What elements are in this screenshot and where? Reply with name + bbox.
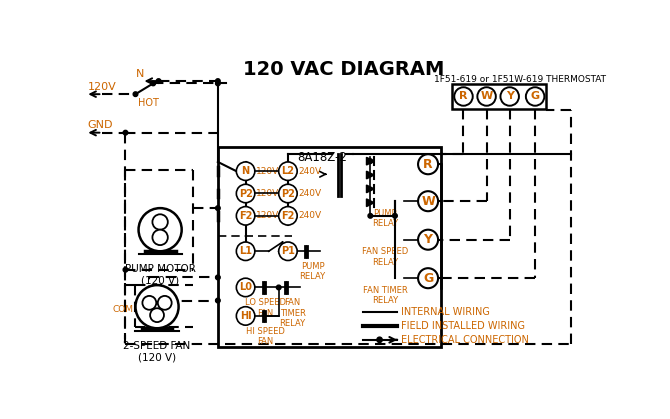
Circle shape	[135, 285, 179, 328]
Circle shape	[279, 184, 297, 203]
Text: L1: L1	[239, 246, 252, 256]
Circle shape	[237, 242, 255, 261]
Text: P2: P2	[239, 189, 253, 199]
Circle shape	[216, 206, 220, 210]
Text: 240V: 240V	[299, 189, 322, 198]
Text: G: G	[531, 91, 539, 101]
Text: P2: P2	[281, 189, 295, 199]
Text: 120V: 120V	[88, 82, 117, 92]
Circle shape	[151, 81, 155, 86]
Text: W: W	[480, 91, 492, 101]
Text: HOT: HOT	[138, 98, 159, 108]
Circle shape	[150, 308, 164, 322]
Text: PUMP
RELAY: PUMP RELAY	[372, 209, 398, 228]
Circle shape	[152, 230, 168, 245]
Bar	[218, 147, 441, 347]
Circle shape	[139, 208, 182, 251]
Text: N: N	[241, 166, 250, 176]
Text: F2: F2	[281, 211, 295, 221]
Bar	[452, 84, 546, 109]
Text: L0: L0	[239, 282, 252, 292]
Text: FAN
TIMER
RELAY: FAN TIMER RELAY	[279, 298, 306, 328]
Circle shape	[277, 285, 281, 290]
Circle shape	[454, 87, 473, 106]
Text: 240V: 240V	[299, 167, 322, 176]
Circle shape	[216, 81, 220, 86]
Text: P1: P1	[281, 246, 295, 256]
Circle shape	[377, 337, 383, 342]
Circle shape	[279, 242, 297, 261]
Text: L2: L2	[281, 166, 294, 176]
Text: R: R	[459, 91, 468, 101]
Circle shape	[237, 307, 255, 325]
Text: FIELD INSTALLED WIRING: FIELD INSTALLED WIRING	[401, 321, 525, 331]
Text: LO: LO	[144, 298, 155, 308]
Circle shape	[279, 207, 297, 225]
Text: R: R	[423, 158, 433, 171]
Circle shape	[237, 162, 255, 181]
Text: LO SPEED
FAN: LO SPEED FAN	[245, 298, 286, 318]
Circle shape	[152, 214, 168, 230]
Text: FAN TIMER
RELAY: FAN TIMER RELAY	[362, 286, 407, 305]
Circle shape	[158, 296, 172, 310]
Polygon shape	[366, 157, 374, 165]
Text: G: G	[423, 272, 433, 285]
Text: GND: GND	[88, 120, 113, 130]
Text: HI SPEED
FAN: HI SPEED FAN	[246, 327, 285, 346]
Text: Y: Y	[506, 91, 514, 101]
Text: 2-SPEED FAN
(120 V): 2-SPEED FAN (120 V)	[123, 341, 191, 363]
Text: HI: HI	[240, 311, 251, 321]
Text: 240V: 240V	[299, 211, 322, 220]
Text: INTERNAL WIRING: INTERNAL WIRING	[401, 307, 490, 317]
Text: 120V: 120V	[257, 167, 279, 176]
Circle shape	[156, 79, 161, 83]
Circle shape	[526, 87, 544, 106]
Text: ELECTRICAL CONNECTION: ELECTRICAL CONNECTION	[401, 335, 529, 345]
Polygon shape	[366, 199, 374, 207]
Text: N: N	[135, 69, 144, 79]
Circle shape	[133, 92, 138, 96]
Circle shape	[368, 214, 373, 218]
Text: 120 VAC DIAGRAM: 120 VAC DIAGRAM	[243, 59, 444, 78]
Text: FAN SPEED
RELAY: FAN SPEED RELAY	[362, 247, 408, 267]
Circle shape	[216, 275, 220, 280]
Circle shape	[418, 230, 438, 250]
Polygon shape	[366, 185, 374, 193]
Circle shape	[368, 159, 373, 163]
Circle shape	[418, 268, 438, 288]
Text: 120V: 120V	[257, 211, 279, 220]
Text: 120V: 120V	[257, 189, 279, 198]
Text: Y: Y	[423, 233, 433, 246]
Circle shape	[279, 162, 297, 181]
Text: 1F51-619 or 1F51W-619 THERMOSTAT: 1F51-619 or 1F51W-619 THERMOSTAT	[434, 75, 606, 84]
Circle shape	[477, 87, 496, 106]
Text: PUMP
RELAY: PUMP RELAY	[299, 262, 326, 282]
Circle shape	[237, 207, 255, 225]
Text: PUMP MOTOR
(120 V): PUMP MOTOR (120 V)	[125, 264, 196, 286]
Circle shape	[500, 87, 519, 106]
Circle shape	[393, 214, 397, 218]
Circle shape	[123, 267, 128, 272]
Circle shape	[418, 191, 438, 211]
Circle shape	[237, 184, 255, 203]
Circle shape	[216, 79, 220, 83]
Circle shape	[123, 130, 128, 135]
Circle shape	[143, 296, 156, 310]
Text: W: W	[421, 195, 435, 208]
Text: COM: COM	[113, 305, 134, 313]
Text: F2: F2	[239, 211, 253, 221]
Text: 8A18Z-2: 8A18Z-2	[297, 151, 347, 164]
Polygon shape	[366, 171, 374, 179]
Circle shape	[216, 298, 220, 303]
Circle shape	[418, 154, 438, 174]
Text: HI: HI	[160, 298, 170, 308]
Circle shape	[237, 278, 255, 297]
